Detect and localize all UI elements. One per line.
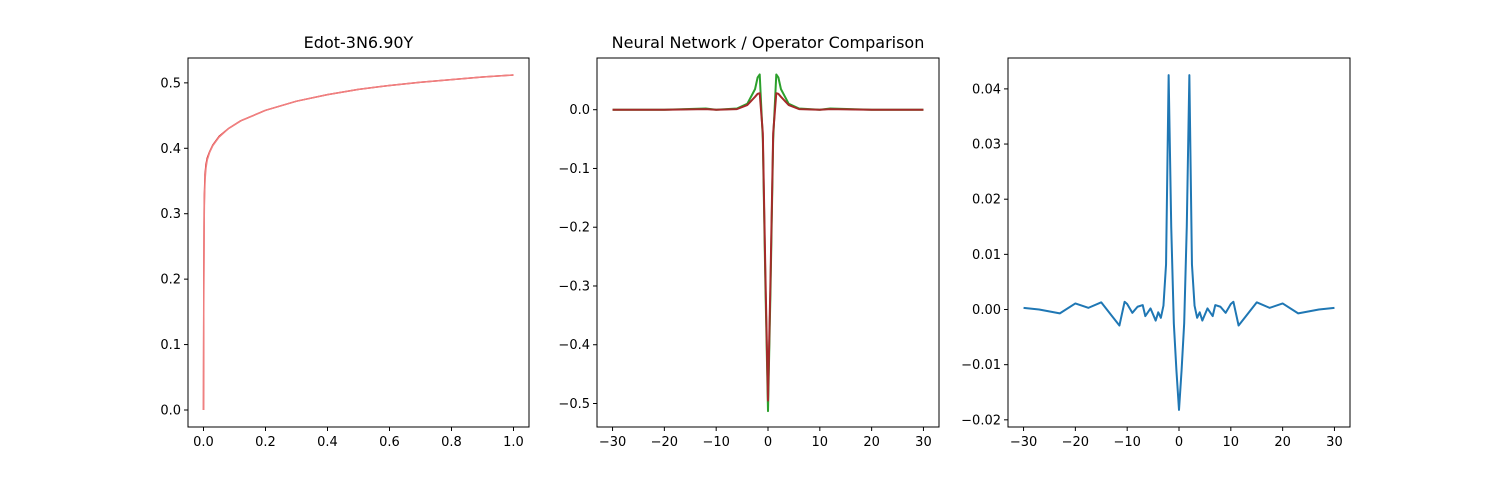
panel-1-title: Edot-3N6.90Y: [304, 33, 414, 52]
panel-2: Neural Network / Operator Comparison −30…: [558, 33, 940, 450]
panel-1-x-tick-label: 0.0: [193, 435, 214, 450]
panel-3-y-tick-label: −0.02: [961, 413, 1001, 428]
panel-2-x-tick-label: −20: [651, 435, 678, 450]
panel-3-y-tick-label: 0.03: [972, 138, 1001, 153]
panel-2-x-tick-label: −30: [599, 435, 626, 450]
panel-1-series-2-line: [202, 74, 514, 410]
panel-1-x-tick-label: 1.0: [503, 435, 524, 450]
panel-2-series-layer: [612, 73, 924, 413]
panel-2-x-tick-label: 10: [812, 435, 829, 450]
panel-3-ticks: −30 −20 −10 0 10 20 30 −0.02 −0.01 0.00 0.01 0.02 0.…: [961, 82, 1343, 450]
panel-2-y-tick-label: −0.2: [558, 221, 590, 236]
panel-1-x-tick-label: 0.8: [441, 435, 462, 450]
panel-3-x-tick-label: −30: [1010, 435, 1037, 450]
panel-2-y-tick-label: −0.4: [558, 338, 590, 353]
panel-1-x-tick-label: 0.2: [255, 435, 276, 450]
panel-2-x-tick-label: 20: [863, 435, 880, 450]
panel-1-x-tick-label: 0.4: [317, 435, 338, 450]
panel-3-y-tick-label: 0.04: [972, 82, 1001, 97]
panel-3-series-layer: [1023, 74, 1335, 411]
panel-2-y-tick-label: −0.1: [558, 162, 590, 177]
panel-1-ticks: 0.0 0.2 0.4 0.6 0.8 1.0 0.0 0.1 0.2 0.3 0.4 0.5: [160, 76, 524, 450]
panel-1-x-tick-label: 0.6: [379, 435, 400, 450]
panel-1-series-layer: [202, 74, 514, 410]
panel-1-y-tick-label: 0.0: [160, 403, 181, 418]
panel-2-y-tick-label: 0.0: [569, 103, 590, 118]
panel-2-x-tick-label: 0: [764, 435, 772, 450]
panel-1-y-tick-label: 0.3: [160, 207, 181, 222]
panel-3-y-tick-label: 0.02: [972, 193, 1001, 208]
panel-2-y-tick-label: −0.5: [558, 397, 590, 412]
panel-3-y-tick-label: −0.01: [961, 358, 1001, 373]
panel-3-y-tick-label: 0.00: [972, 303, 1001, 318]
panel-2-series-2-line: [612, 92, 924, 402]
panel-3-y-tick-label: 0.01: [972, 248, 1001, 263]
panel-3-series-1-line: [1023, 74, 1335, 411]
panel-1-y-tick-label: 0.4: [160, 142, 181, 157]
panel-3: −30 −20 −10 0 10 20 30 −0.02 −0.01 0.00 0.01 0.02 0.…: [961, 57, 1351, 450]
panel-3-x-tick-label: 0: [1175, 435, 1183, 450]
panel-2-y-tick-label: −0.3: [558, 279, 590, 294]
panel-3-x-tick-label: 30: [1326, 435, 1343, 450]
panel-3-x-tick-label: −20: [1062, 435, 1089, 450]
panel-3-x-tick-label: 10: [1223, 435, 1240, 450]
panel-3-x-tick-label: −10: [1113, 435, 1140, 450]
panel-1-axes-frame: [187, 57, 530, 428]
panel-1: Edot-3N6.90Y 0.0 0.2 0.4 0.6 0.8 1.0 0.0 0.1 0.2…: [160, 33, 530, 450]
panel-1-y-tick-label: 0.5: [160, 76, 181, 91]
panel-1-y-tick-label: 0.2: [160, 273, 181, 288]
panel-1-y-tick-label: 0.1: [160, 338, 181, 353]
panel-3-axes-frame: [1007, 57, 1351, 428]
panel-2-ticks: −30 −20 −10 0 10 20 30 0.0 −0.1 −0.2 −0.3 −0.4 −0.5: [558, 103, 931, 450]
panel-2-axes-frame: [596, 57, 940, 428]
panel-3-x-tick-label: 20: [1274, 435, 1291, 450]
panel-2-title: Neural Network / Operator Comparison: [612, 33, 925, 52]
panel-2-x-tick-label: 30: [915, 435, 932, 450]
panel-2-x-tick-label: −10: [702, 435, 729, 450]
